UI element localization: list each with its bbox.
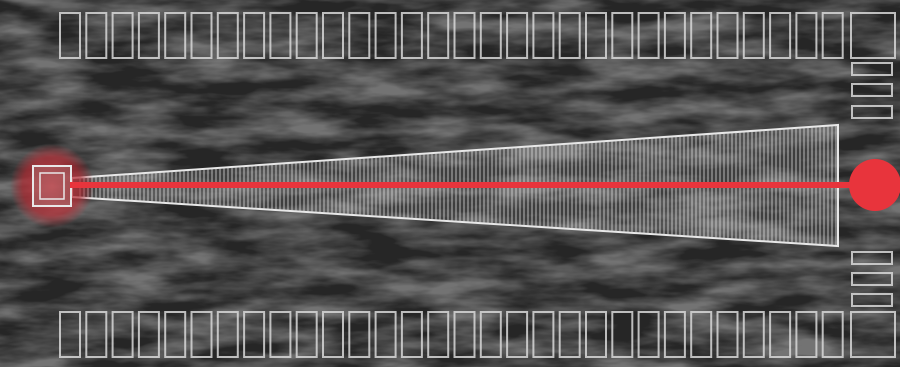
- micrograph: [0, 0, 900, 367]
- page: (() => { const ns = 'http://www.w3.org/2…: [0, 0, 900, 367]
- source-pad: [33, 166, 71, 206]
- red-dot: [849, 159, 900, 211]
